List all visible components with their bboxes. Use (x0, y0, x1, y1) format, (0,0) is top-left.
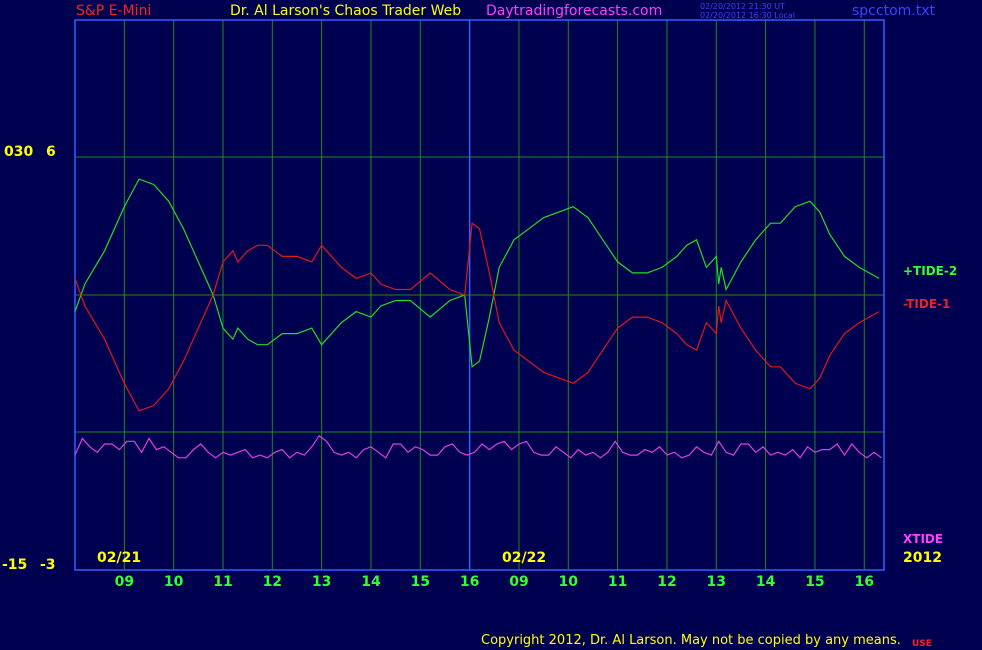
x-tick-label-13: 14 (756, 574, 776, 590)
chart-title: Dr. Al Larson's Chaos Trader Web (230, 3, 462, 19)
y-tick-upper-left: 030 (4, 144, 34, 160)
y-tick-upper-right: 6 (46, 144, 56, 160)
y-tick-lower-right: -3 (40, 557, 56, 573)
xtide-line (74, 434, 882, 459)
x-tick-label-8: 09 (509, 574, 528, 590)
x-tick-label-3: 12 (263, 574, 282, 590)
x-tick-label-1: 10 (164, 574, 184, 590)
symbol-title: S&P E-Mini (76, 3, 152, 19)
x-tick-label-0: 09 (115, 574, 134, 590)
tide-2-line (74, 178, 880, 368)
x-tick-label-11: 12 (657, 574, 676, 590)
data-file-name: spcctom.txt (852, 3, 935, 19)
tide-1-line (74, 222, 880, 412)
legend-xtide: XTIDE (903, 532, 944, 546)
copyright-notice: Copyright 2012, Dr. Al Larson. May not b… (481, 633, 901, 648)
legend-tide-1: -TIDE-1 (903, 297, 951, 311)
x-tick-label-9: 10 (559, 574, 579, 590)
x-tick-label-10: 11 (608, 574, 627, 590)
x-tick-label-6: 15 (411, 574, 430, 590)
x-tick-label-2: 11 (213, 574, 232, 590)
ut-timestamp: 02/20/2012 21:30 UT (700, 2, 785, 11)
local-timestamp: 02/20/2012 16:30 Local (700, 11, 795, 20)
site-link[interactable]: Daytradingforecasts.com (486, 3, 663, 19)
legend-tide-2: +TIDE-2 (903, 264, 958, 278)
year-label: 2012 (903, 550, 942, 566)
date-label-1: 02/21 (97, 550, 142, 566)
date-label-2: 02/22 (502, 550, 547, 566)
x-tick-label-15: 16 (855, 574, 874, 590)
y-tick-lower-left: -15 (2, 557, 28, 573)
x-tick-label-4: 13 (312, 574, 331, 590)
x-tick-label-12: 13 (707, 574, 726, 590)
x-tick-label-14: 15 (805, 574, 824, 590)
x-tick-label-7: 16 (460, 574, 479, 590)
plot-frame (74, 19, 885, 571)
x-tick-label-5: 14 (361, 574, 381, 590)
use-tag: USE (912, 639, 932, 649)
